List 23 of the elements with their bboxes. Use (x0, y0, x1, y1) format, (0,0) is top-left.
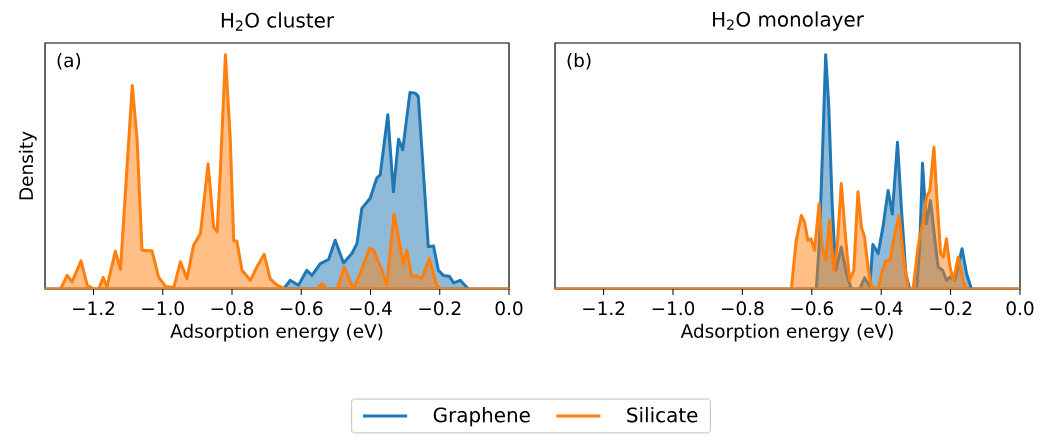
x-tick-label: −0.8 (721, 301, 764, 316)
annotation: (a) (57, 53, 81, 70)
x-tick-label: 0.0 (1006, 301, 1034, 316)
x-tick-label: −1.0 (142, 301, 184, 316)
chart-title: H$_{2}$O monolayer (713, 11, 864, 31)
x-tick-label: 0.0 (495, 301, 523, 316)
y-axis-title: Density (18, 131, 37, 200)
legend-label: Graphene (433, 407, 530, 427)
annotation: (b) (567, 53, 591, 70)
x-axis-title: Adsorption energy (eV) (680, 323, 893, 342)
x-tick-label: −1.0 (652, 301, 695, 316)
x-tick-label: −0.2 (930, 301, 972, 316)
x-tick-label: −0.4 (860, 301, 903, 316)
chart-title: H$_{2}$O cluster (221, 12, 335, 31)
x-tick-label: −0.4 (350, 301, 392, 316)
legend-label: Silicate (627, 407, 698, 423)
x-tick-label: −0.8 (211, 301, 254, 316)
x-tick-label: −0.2 (419, 301, 461, 316)
x-tick-label: −0.6 (791, 301, 834, 316)
x-tick-label: −1.2 (73, 301, 115, 316)
x-tick-label: −1.2 (583, 301, 625, 316)
x-axis-title: Adsorption energy (eV) (170, 323, 383, 342)
x-tick-label: −0.6 (280, 301, 323, 316)
